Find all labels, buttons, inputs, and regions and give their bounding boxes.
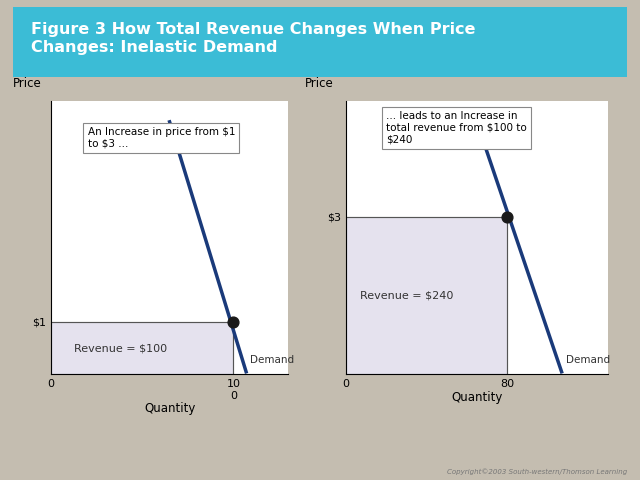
Text: Demand: Demand	[250, 356, 294, 365]
X-axis label: Quantity: Quantity	[144, 402, 195, 415]
Text: Revenue = $240: Revenue = $240	[360, 290, 454, 300]
Point	[228, 318, 239, 325]
Text: Copyright©2003 South-western/Thomson Learning: Copyright©2003 South-western/Thomson Lea…	[447, 468, 627, 475]
Y-axis label: Price: Price	[13, 77, 42, 90]
Text: Revenue = $100: Revenue = $100	[74, 343, 167, 353]
Text: Demand: Demand	[566, 356, 610, 365]
X-axis label: Quantity: Quantity	[451, 391, 502, 404]
Text: Figure 3 How Total Revenue Changes When Price
Changes: Inelastic Demand: Figure 3 How Total Revenue Changes When …	[31, 22, 476, 55]
Point	[502, 213, 512, 220]
Bar	[51, 322, 234, 374]
Y-axis label: Price: Price	[305, 77, 333, 90]
Bar	[346, 216, 507, 374]
FancyBboxPatch shape	[0, 4, 640, 80]
Text: ... leads to an Increase in
total revenue from $100 to
$240: ... leads to an Increase in total revenu…	[386, 111, 527, 144]
Text: An Increase in price from $1
to $3 ...: An Increase in price from $1 to $3 ...	[88, 127, 235, 149]
